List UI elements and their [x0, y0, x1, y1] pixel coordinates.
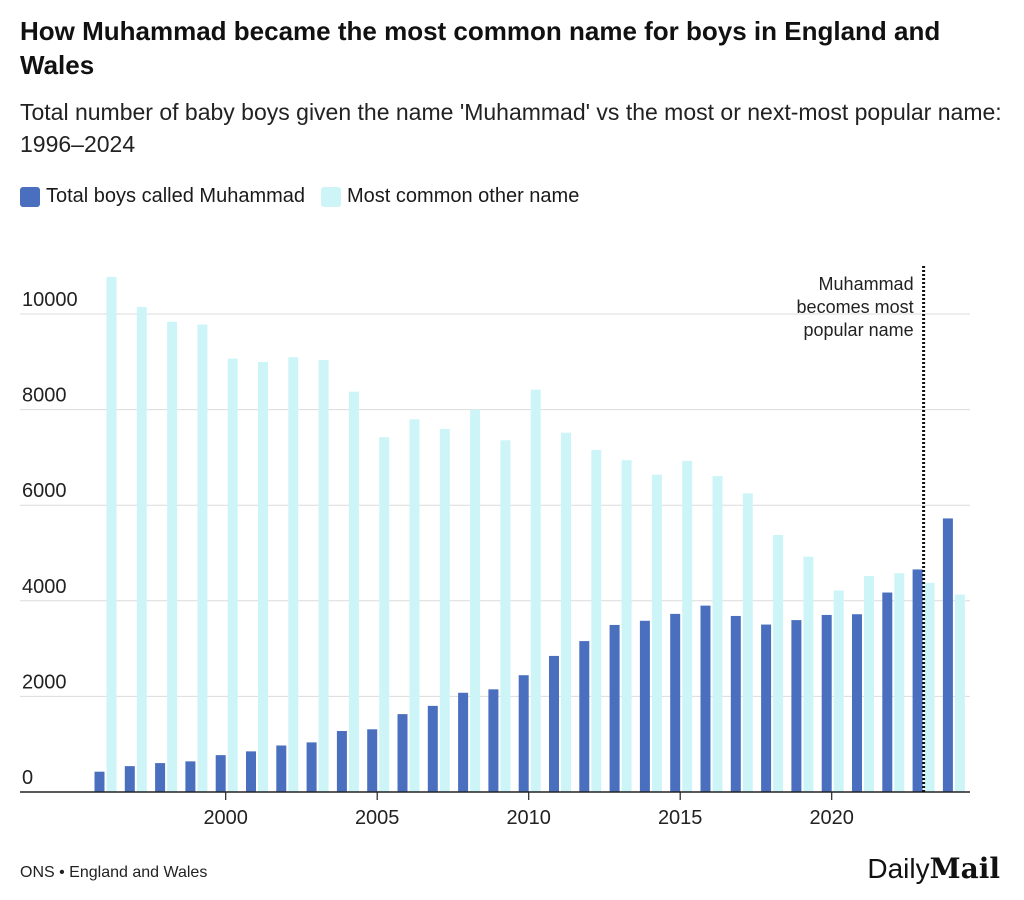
bar-other-1998	[167, 321, 178, 792]
y-tick-label: 10000	[22, 289, 78, 311]
bar-other-2008	[470, 409, 481, 792]
bar-muhammad-2006	[397, 714, 408, 792]
bar-other-2000	[227, 358, 238, 792]
x-tick-label: 2005	[355, 807, 400, 829]
bar-muhammad-1998	[155, 763, 166, 792]
bar-other-2006	[409, 419, 420, 792]
bar-other-2013	[621, 460, 632, 792]
y-tick-label: 2000	[22, 671, 67, 693]
bar-other-1997	[136, 306, 147, 792]
annotation-text: Muhammad	[819, 274, 914, 294]
bar-muhammad-2024	[942, 518, 953, 792]
bar-other-2009	[500, 440, 511, 792]
bar-other-2015	[682, 460, 693, 792]
chart-subtitle: Total number of baby boys given the name…	[20, 99, 1002, 157]
bar-other-2022	[894, 573, 905, 792]
legend-label: Total boys called Muhammad	[46, 185, 306, 207]
bar-other-2017	[742, 493, 753, 792]
bar-muhammad-1997	[124, 766, 135, 792]
bar-other-2011	[561, 432, 571, 792]
bar-other-2012	[591, 449, 602, 792]
bar-other-2014	[651, 474, 662, 792]
bar-other-2004	[348, 391, 359, 792]
annotation-text: becomes most	[797, 297, 914, 317]
bar-muhammad-2018	[761, 624, 772, 792]
y-tick-label: 4000	[22, 576, 67, 598]
bar-other-2019	[803, 556, 814, 792]
bar-other-2021	[864, 575, 874, 792]
bar-muhammad-2007	[427, 705, 438, 792]
legend: Total boys called Muhammad Most common o…	[20, 185, 579, 208]
bar-other-2010	[530, 389, 541, 792]
bar-muhammad-2019	[791, 620, 802, 792]
bar-other-2018	[773, 534, 784, 792]
bar-other-2024	[954, 594, 965, 792]
bar-muhammad-2005	[367, 729, 378, 792]
bar-muhammad-2015	[670, 613, 681, 792]
x-tick-label: 2015	[658, 807, 703, 829]
daily-mail-logo: DailyMail	[867, 852, 1000, 885]
bar-muhammad-2003	[306, 742, 317, 792]
y-tick-label: 0	[22, 767, 33, 789]
bar-muhammad-2002	[276, 745, 287, 792]
bar-muhammad-2014	[639, 620, 650, 792]
bar-other-2003	[318, 359, 329, 792]
legend-swatch	[20, 186, 40, 207]
bar-muhammad-2010	[518, 675, 529, 792]
bar-other-1999	[197, 324, 208, 792]
bar-other-2020	[833, 590, 844, 792]
bar-other-2001	[258, 362, 268, 792]
bar-other-2005	[379, 437, 390, 792]
legend-item-muhammad: Total boys called Muhammad	[20, 185, 305, 208]
bar-muhammad-2012	[579, 641, 590, 792]
x-tick-label: 2010	[506, 807, 551, 829]
source-note: ONS • England and Wales	[20, 864, 208, 881]
bar-muhammad-2017	[730, 615, 741, 792]
bar-muhammad-1996	[94, 771, 105, 792]
bar-muhammad-2021	[852, 614, 862, 792]
x-tick-label: 2020	[809, 807, 854, 829]
bar-other-1996	[106, 276, 117, 793]
chart-title: How Muhammad became the most common name…	[20, 16, 941, 80]
y-tick-label: 6000	[22, 480, 67, 502]
bar-muhammad-2008	[458, 692, 469, 792]
bar-muhammad-2004	[336, 731, 347, 792]
bar-muhammad-2009	[488, 689, 499, 792]
bar-muhammad-2000	[215, 755, 226, 792]
annotation-text: popular name	[804, 320, 914, 340]
bar-muhammad-2020	[821, 614, 832, 792]
bar-other-2016	[712, 476, 723, 792]
bar-other-2007	[439, 428, 450, 792]
x-tick-label: 2000	[203, 807, 248, 829]
bar-muhammad-2016	[700, 605, 711, 792]
legend-label: Most common other name	[347, 185, 580, 207]
bar-other-2023	[924, 582, 935, 792]
bar-muhammad-2013	[609, 624, 620, 792]
bar-muhammad-2001	[246, 751, 256, 792]
bar-muhammad-1999	[185, 761, 196, 792]
bar-muhammad-2023	[912, 569, 923, 792]
bar-muhammad-2022	[882, 592, 893, 792]
legend-item-other: Most common other name	[321, 185, 579, 208]
y-tick-label: 8000	[22, 385, 67, 407]
bar-other-2002	[288, 357, 299, 792]
legend-swatch	[321, 186, 342, 207]
bar-muhammad-2011	[549, 655, 559, 792]
